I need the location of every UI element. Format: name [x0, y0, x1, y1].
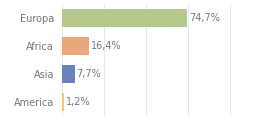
Bar [62, 9, 187, 27]
Text: 1,2%: 1,2% [66, 97, 90, 107]
Text: 7,7%: 7,7% [76, 69, 101, 79]
Bar [62, 93, 64, 111]
Bar [62, 37, 89, 55]
Text: 16,4%: 16,4% [91, 41, 122, 51]
Bar [62, 65, 74, 83]
Text: 74,7%: 74,7% [189, 13, 220, 23]
